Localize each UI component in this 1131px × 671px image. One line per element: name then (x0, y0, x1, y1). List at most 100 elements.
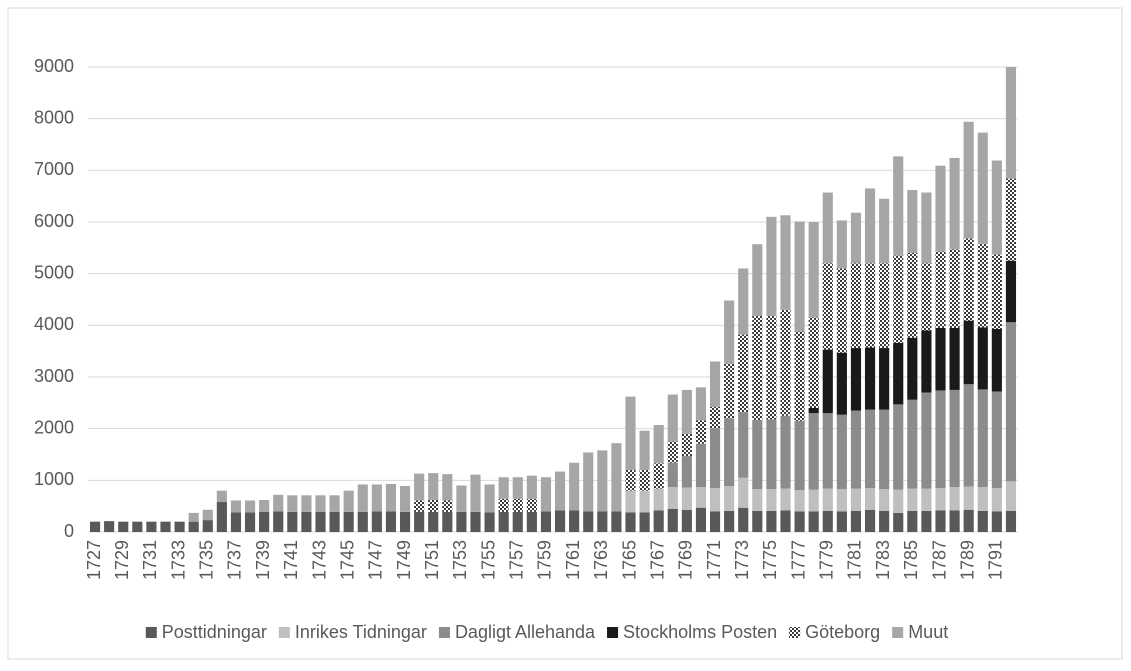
bar-segment (695, 443, 707, 488)
bar-segment (893, 512, 904, 532)
bar-segment (611, 443, 622, 512)
bar-segment (935, 390, 946, 489)
bar-segment (921, 488, 932, 511)
bar-segment (526, 498, 537, 512)
bar-segment (709, 488, 721, 512)
bar-segment (935, 510, 946, 532)
bar-segment (836, 511, 847, 532)
bar-segment (780, 415, 791, 489)
bar-segment (977, 132, 988, 244)
y-tick-label: 3000 (34, 366, 74, 386)
x-tick-label: 1773 (732, 540, 752, 580)
bar-segment (893, 342, 904, 405)
bar-segment (428, 499, 439, 512)
x-tick-label: 1785 (901, 540, 921, 580)
bar-segment (752, 316, 763, 420)
bar-segment (836, 489, 847, 512)
legend-swatch (145, 627, 157, 638)
legend-swatch (607, 627, 619, 638)
bar-segment (414, 511, 425, 532)
x-tick-label: 1761 (563, 540, 583, 580)
bar-segment (188, 521, 199, 532)
bar-segment (104, 521, 115, 532)
bar-segment (611, 511, 622, 532)
bar-segment (822, 488, 833, 511)
bar-segment (216, 490, 227, 503)
bar-segment (709, 511, 721, 532)
bar-segment (991, 511, 1002, 532)
bar-segment (540, 477, 552, 512)
bar-segment (808, 489, 819, 512)
bar-segment (766, 216, 777, 317)
bar-segment (385, 511, 397, 532)
bar-segment (991, 254, 1002, 329)
bar-segment (470, 474, 481, 512)
bar-segment (428, 473, 439, 500)
bar-segment (794, 511, 805, 532)
bar-segment (160, 521, 171, 532)
y-tick-label: 4000 (34, 314, 74, 334)
bar-segment (118, 521, 129, 532)
bar-segment (287, 511, 298, 532)
x-tick-label: 1749 (394, 540, 414, 580)
bar-segment (977, 487, 988, 511)
bar-segment (822, 349, 833, 414)
legend-label: Muut (908, 622, 948, 642)
bar-segment (963, 509, 974, 532)
bar-segment (808, 511, 819, 532)
bar-segment (1005, 178, 1017, 261)
bar-segment (949, 327, 960, 390)
bar-segment (752, 244, 763, 317)
bar-segment (498, 477, 509, 499)
bar-segment (724, 418, 735, 487)
bar-segment (850, 212, 862, 264)
bar-segment (808, 408, 819, 414)
bar-segment (653, 510, 664, 532)
bar-segment (259, 499, 270, 512)
bar-segment (498, 498, 509, 512)
bar-segment (202, 520, 213, 532)
bar-segment (329, 495, 340, 512)
bar-segment (724, 486, 735, 511)
bar-segment (667, 508, 678, 532)
bar-segment (752, 489, 763, 511)
bar-segment (442, 500, 453, 512)
bar-segment (681, 487, 692, 510)
y-tick-label: 7000 (34, 159, 74, 179)
bar-segment (1005, 67, 1017, 179)
bar-segment (273, 494, 284, 512)
bar-segment (977, 243, 988, 328)
bar-segment (893, 404, 904, 490)
bar-segment (132, 521, 143, 532)
x-tick-label: 1783 (873, 540, 893, 580)
bar-segment (766, 510, 777, 532)
bar-segment (230, 512, 242, 532)
legend-label: Stockholms Posten (623, 622, 777, 642)
x-tick-label: 1757 (507, 540, 527, 580)
bar-segment (963, 238, 974, 321)
bar-segment (681, 456, 692, 488)
bar-segment (709, 406, 721, 429)
bar-segment (146, 521, 157, 532)
bar-segment (879, 348, 890, 410)
bar-segment (822, 192, 833, 264)
bar-segment (709, 361, 721, 407)
bar-segment (639, 470, 650, 491)
legend-swatch (789, 627, 801, 638)
bar-segment (907, 253, 918, 338)
bar-segment (512, 498, 523, 512)
bar-segment (667, 441, 678, 463)
bar-segment (301, 511, 312, 532)
bar-segment (921, 510, 932, 532)
bar-segment (864, 488, 876, 510)
bar-segment (794, 331, 805, 421)
bar-segment (526, 511, 537, 532)
bar-segment (738, 477, 749, 508)
bar-segment (484, 512, 495, 532)
bar-segment (935, 327, 946, 391)
bar-segment (822, 263, 833, 350)
bar-segment (836, 268, 847, 353)
bar-segment (667, 462, 678, 488)
bar-segment (907, 488, 918, 511)
x-tick-label: 1729 (112, 540, 132, 580)
